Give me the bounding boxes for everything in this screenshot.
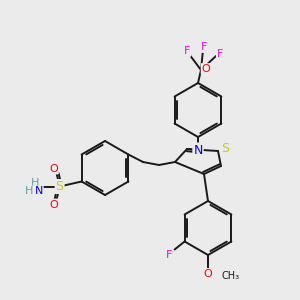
Text: CH₃: CH₃ bbox=[222, 271, 240, 281]
Text: F: F bbox=[184, 46, 190, 56]
Text: O: O bbox=[49, 200, 58, 209]
Text: O: O bbox=[49, 164, 58, 173]
Text: N: N bbox=[34, 187, 43, 196]
Text: F: F bbox=[165, 250, 172, 260]
Text: O: O bbox=[204, 269, 212, 279]
Text: H: H bbox=[24, 187, 33, 196]
Text: F: F bbox=[201, 42, 207, 52]
Text: O: O bbox=[202, 64, 210, 74]
Text: S: S bbox=[221, 142, 229, 154]
Text: F: F bbox=[217, 49, 223, 59]
Text: N: N bbox=[193, 143, 203, 157]
Text: S: S bbox=[56, 180, 64, 193]
Text: H: H bbox=[30, 178, 39, 188]
